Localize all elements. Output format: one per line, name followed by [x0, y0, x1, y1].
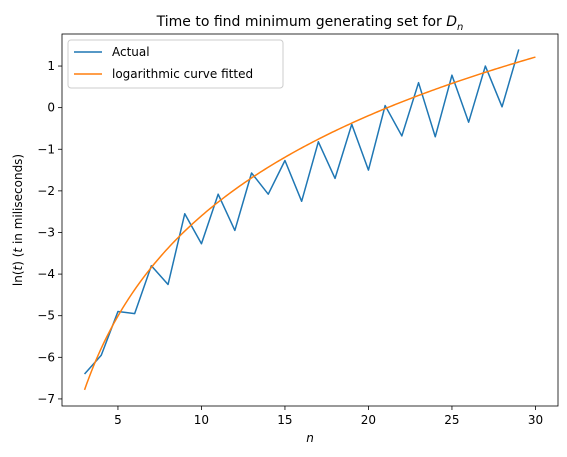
y-axis: −7 −6 −5 −4 −3 −2 −1 0 1: [37, 59, 62, 406]
legend: Actual logarithmic curve fitted: [67, 39, 284, 89]
y-tick-label: −7: [37, 392, 55, 406]
x-tick-label: 20: [361, 413, 376, 427]
y-axis-title: ln(t) (t in miliseconds): [11, 154, 25, 286]
x-tick-label: 10: [194, 413, 209, 427]
y-tick-label: −1: [37, 142, 55, 156]
x-tick-label: 5: [114, 413, 122, 427]
axes-frame: [61, 33, 559, 407]
x-axis-title: n: [306, 431, 314, 445]
y-tick-label: 1: [47, 59, 55, 73]
x-tick-label: 30: [528, 413, 543, 427]
y-tick-label: −5: [37, 309, 55, 323]
y-tick-label: 0: [47, 101, 55, 115]
y-tick-label: −6: [37, 350, 55, 364]
series-line-actual: [83, 49, 520, 375]
chart-title: Time to find minimum generating set for …: [156, 14, 464, 33]
legend-box: [67, 39, 284, 89]
y-tick-label: −2: [37, 184, 55, 198]
plot-background: [62, 34, 558, 406]
series-layer: [83, 49, 536, 391]
x-tick-label: 25: [444, 413, 459, 427]
plot-area: [61, 33, 559, 407]
y-tick-label: −3: [37, 225, 55, 239]
legend-label-fit: logarithmic curve fitted: [112, 67, 253, 81]
y-tick-label: −4: [37, 267, 55, 281]
legend-label-actual: Actual: [112, 45, 150, 59]
x-axis: 5 10 15 20 25 30: [114, 406, 543, 427]
x-tick-label: 15: [277, 413, 292, 427]
series-line-fitted: [83, 56, 536, 391]
